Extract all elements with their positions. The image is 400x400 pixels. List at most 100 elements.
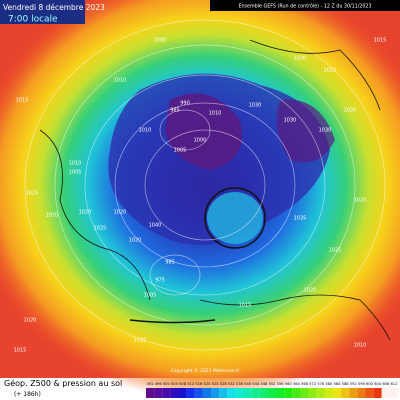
isobar-label: 1035: [294, 216, 307, 222]
legend-swatch: [308, 388, 317, 398]
legend-swatch: [300, 388, 309, 398]
legend-label: 572: [309, 382, 316, 386]
legend-label: 592: [350, 382, 357, 386]
legend-label: 516: [195, 382, 203, 386]
isobar-label: 1005: [144, 293, 157, 299]
isobar-label: 1010: [139, 128, 152, 134]
isobar-label: 1010: [324, 68, 337, 74]
legend-swatch: [259, 388, 268, 398]
legend-label: 576: [317, 382, 325, 386]
legend-label: 588: [342, 382, 350, 386]
legend-swatch: [373, 388, 382, 398]
legend-swatch: [227, 388, 236, 398]
legend-swatch: [357, 388, 366, 398]
legend-label: 548: [260, 382, 268, 386]
isobar-label: 1030: [319, 128, 332, 134]
legend-label: 540: [244, 382, 252, 386]
isobar-label: 1010: [354, 343, 367, 349]
legend-label: 584: [334, 382, 342, 386]
legend-swatch: [194, 388, 203, 398]
isolines: [24, 19, 386, 351]
legend-swatch: [186, 388, 195, 398]
legend-swatch: [178, 388, 187, 398]
isobar-label: 1005: [174, 148, 187, 154]
isobar-label: 985: [165, 260, 175, 266]
isobar-label: 1000: [154, 38, 167, 44]
isobar-label: 1030: [284, 118, 297, 124]
cut-off-outline: [204, 187, 266, 249]
model-bar: [210, 0, 400, 11]
legend-swatch: [365, 388, 374, 398]
isobar-label: 1015: [374, 38, 387, 44]
model: Ensemble GEFS (Run de contrôle) - 12 Z d…: [238, 3, 371, 10]
legend-swatch: [316, 388, 325, 398]
legend-label: 564: [293, 382, 301, 386]
isobar-label: 1015: [16, 98, 29, 104]
isobar-label: 1025: [134, 338, 147, 344]
isobar-label: 1030: [294, 56, 307, 62]
footer-lead: (+ 186h): [14, 391, 41, 398]
isobar-label: 1025: [94, 226, 107, 232]
legend-swatch: [292, 388, 301, 398]
legend-swatch: [381, 388, 390, 398]
isobar-label: 1015: [14, 348, 27, 354]
isobar-label: 1020: [46, 213, 59, 219]
isobar-label: 1000: [194, 138, 207, 144]
legend-label: 536: [236, 382, 244, 386]
legend-label: 560: [285, 382, 293, 386]
isobar-label: 1020: [114, 210, 127, 216]
isobar-label: 1020: [354, 198, 367, 204]
legend-swatch: [324, 388, 333, 398]
legend-swatch: [211, 388, 220, 398]
legend-swatch: [251, 388, 260, 398]
legend-label: 504: [171, 382, 179, 386]
isobar-label: 1015: [239, 303, 252, 309]
legend-label: 492: [147, 382, 154, 386]
legend-swatch: [202, 388, 212, 398]
legend-swatch: [389, 388, 398, 398]
isobar-label: 1010: [69, 161, 82, 167]
legend-swatch: [284, 388, 293, 398]
legend-label: 528: [220, 382, 228, 386]
isobar-label: 1020: [129, 238, 142, 244]
cold-core: [165, 93, 242, 170]
legend-swatch: [332, 388, 342, 398]
date: Vendredi 8 décembre 2023: [3, 3, 105, 12]
coastlines: [39, 39, 391, 341]
legend-label: 608: [382, 382, 390, 386]
isobar-label: 1030: [249, 103, 262, 109]
legend-label: 520: [204, 382, 212, 386]
isobar-label: 1020: [304, 288, 317, 294]
legend-swatch: [219, 388, 228, 398]
time: 7:00 locale: [8, 15, 58, 25]
isobar-label: 1010: [209, 111, 222, 117]
copyright: Copyright © 2023 Meteociel.fr: [171, 367, 240, 374]
isobar-label: 1020: [344, 108, 357, 114]
legend-label: 500: [163, 382, 171, 386]
isobar-label: 1020: [79, 210, 92, 216]
legend-label: 604: [374, 382, 382, 386]
cut-off-low: [207, 192, 263, 244]
legend-label: 512: [187, 382, 194, 386]
legend-swatch: [146, 388, 155, 398]
isobar-label: 985: [170, 108, 180, 114]
legend-label: 568: [301, 382, 309, 386]
legend-swatch: [162, 388, 171, 398]
legend-label: 496: [155, 382, 163, 386]
isobar-label: 1025: [329, 248, 342, 254]
legend-label: 580: [325, 382, 333, 386]
legend-label: 556: [277, 382, 285, 386]
legend-label: 544: [252, 382, 260, 386]
isobar-label: 1025: [26, 191, 39, 197]
isobar-label: 1040: [149, 223, 162, 229]
legend-swatch: [349, 388, 358, 398]
legend-label: 612: [391, 382, 398, 386]
legend-swatch: [154, 388, 163, 398]
legend-label: 600: [366, 382, 374, 386]
legend-label: 524: [212, 382, 220, 386]
date-box: [0, 0, 85, 24]
footer-title: Géop. Z500 & pression au sol: [4, 378, 122, 388]
legend-swatch: [170, 388, 179, 398]
legend-swatch: [276, 388, 285, 398]
isobar-label: 1005: [69, 170, 82, 176]
